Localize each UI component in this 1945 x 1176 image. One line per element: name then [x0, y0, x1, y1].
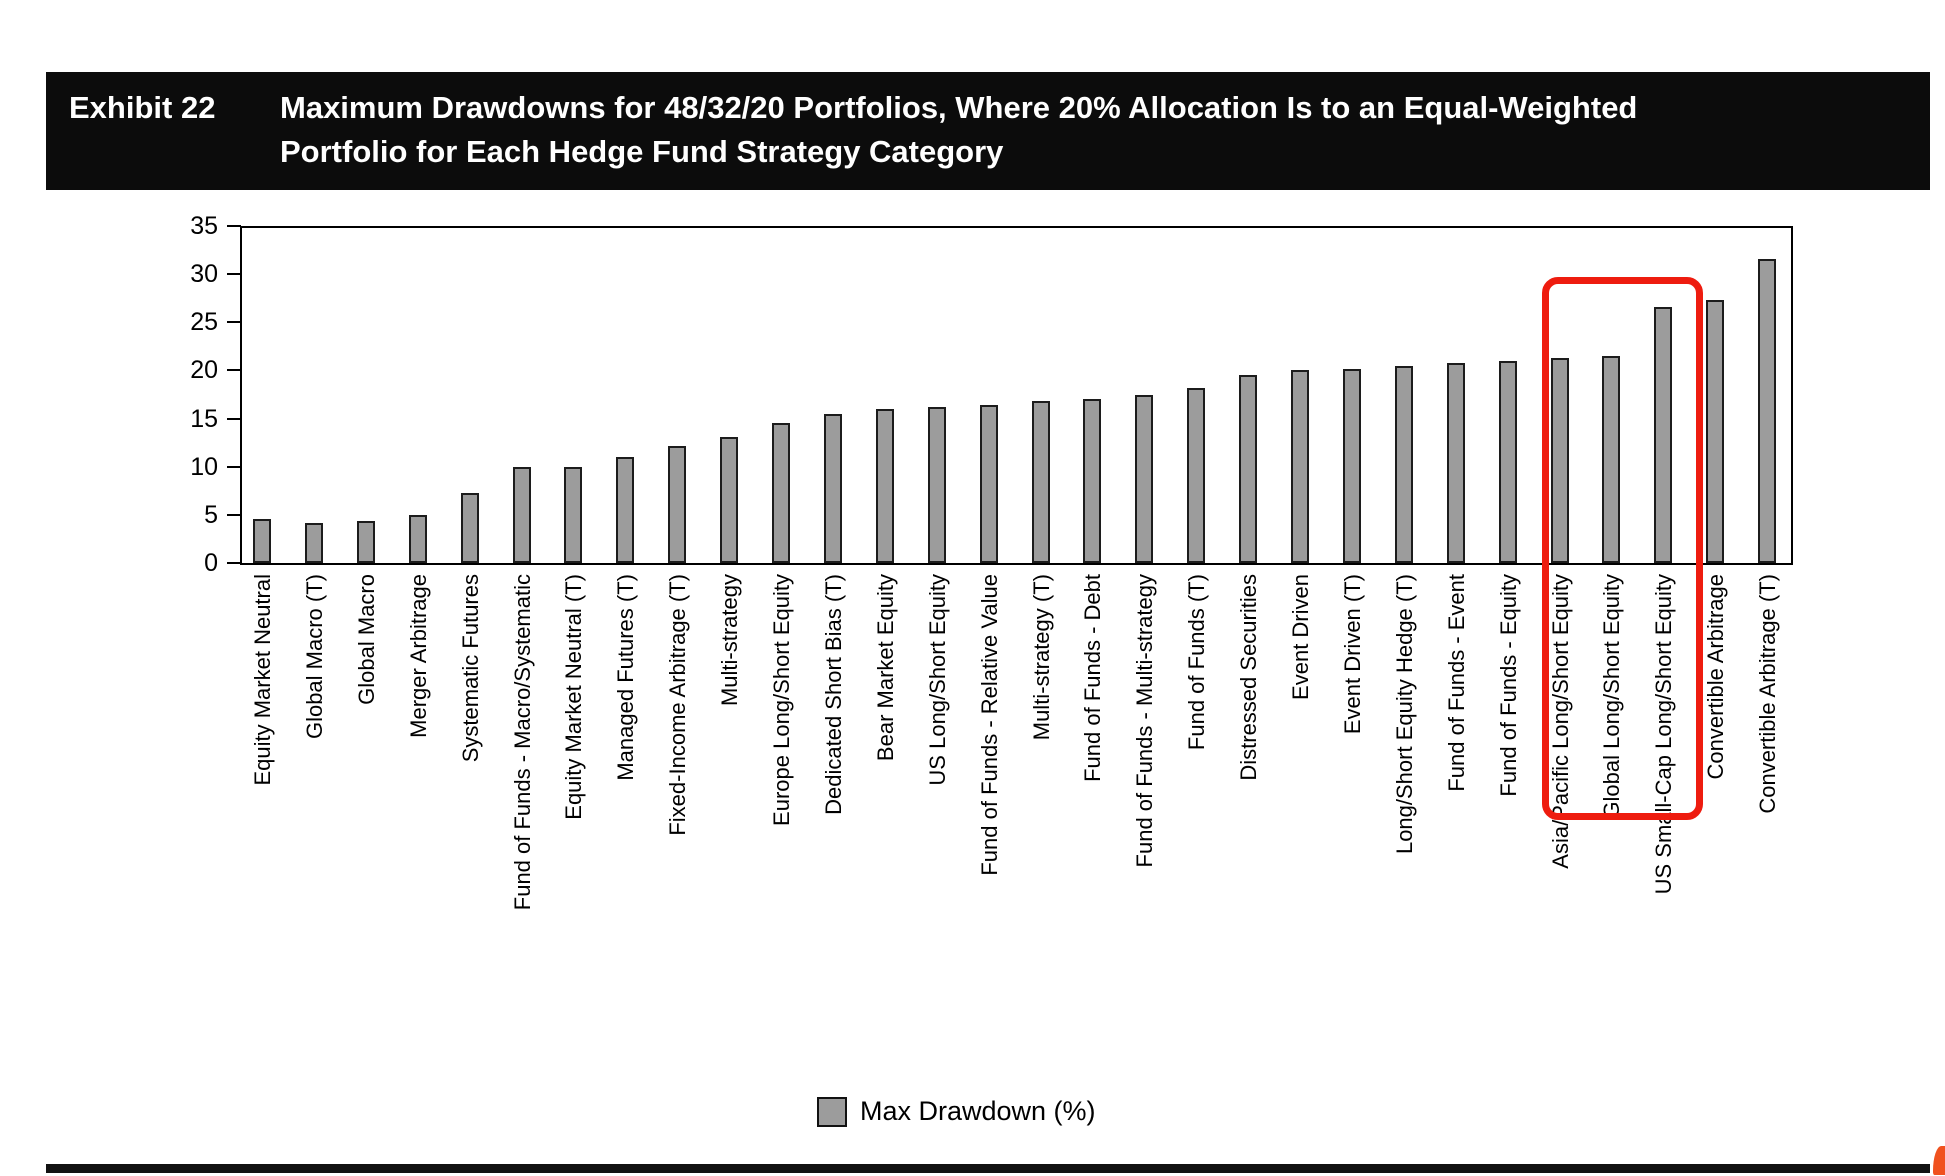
y-axis-tick-label: 15 [190, 404, 218, 433]
legend-swatch [817, 1096, 847, 1127]
x-axis-label: Dedicated Short Bias (T) [820, 574, 846, 815]
y-axis-tick-label: 35 [190, 212, 218, 240]
x-axis-label: Fund of Funds - Macro/Systematic [509, 574, 535, 911]
y-axis-tick-label: 10 [190, 452, 218, 481]
chart-bar [1550, 357, 1569, 563]
chart-bar [1446, 362, 1465, 563]
x-axis-label: Equity Market Neutral (T) [561, 574, 587, 820]
exhibit-number: Exhibit 22 [69, 90, 216, 125]
chart-bar [1498, 360, 1517, 563]
x-axis-label: Convertible Arbitrage [1703, 574, 1729, 780]
chart-bar [720, 436, 739, 563]
chart-bar [875, 408, 894, 563]
chart-bar [668, 445, 687, 563]
chart-bar [1394, 365, 1413, 563]
y-axis-tick [227, 321, 241, 324]
y-axis-tick [227, 562, 241, 564]
x-axis-label: Managed Futures (T) [613, 574, 639, 781]
x-axis-label: Event Driven [1288, 574, 1313, 700]
x-axis-label: Fund of Funds - Relative Value [976, 574, 1002, 876]
y-axis-tick-label: 5 [204, 500, 218, 529]
x-axis-label: Fixed-Income Arbitrage (T) [665, 574, 691, 836]
x-axis-label: Europe Long/Short Equity [769, 574, 794, 826]
x-axis-label: Fund of Funds - Multi-strategy [1132, 574, 1158, 868]
chart-bar [1654, 306, 1673, 563]
chart-bar [1291, 370, 1309, 563]
chart-bar [772, 423, 790, 563]
y-axis-tick-label: 0 [204, 549, 218, 577]
legend-label: Max Drawdown (%) [860, 1096, 1096, 1126]
chart-bar [1031, 401, 1050, 563]
chart-bar [253, 518, 271, 563]
chart-bar [408, 514, 427, 563]
chart-bar [616, 457, 635, 563]
chart-bar [304, 522, 323, 563]
legend: Max Drawdown (%) [817, 1096, 1096, 1127]
plot-area [240, 226, 1793, 565]
y-axis-tick [227, 417, 241, 420]
y-axis-tick [227, 273, 241, 276]
chart-bar [1239, 375, 1258, 563]
x-axis-label: Global Macro (T) [301, 574, 327, 740]
exhibit-title-line2: Portfolio for Each Hedge Fund Strategy C… [280, 134, 1004, 169]
x-axis-label: Merger Arbitrage [405, 574, 431, 738]
y-axis-tick-label: 30 [190, 260, 218, 289]
x-axis-label: Fund of Funds (T) [1184, 574, 1210, 751]
chart-bar [979, 405, 998, 563]
x-axis-label: Multi-strategy (T) [1028, 574, 1054, 741]
page-corner-mark [1933, 1146, 1945, 1175]
x-axis-label: Multi-strategy [717, 574, 743, 707]
x-axis-label: Fund of Funds - Event [1443, 574, 1469, 792]
x-axis-label: Distressed Securities [1236, 574, 1262, 781]
chart-bar [1135, 395, 1154, 563]
x-axis-label: Systematic Futures [457, 574, 483, 763]
chart-bar [927, 407, 946, 563]
x-axis-label: Fund of Funds - Equity [1495, 574, 1521, 797]
y-axis-tick [227, 513, 241, 516]
y-axis-tick-label: 20 [190, 356, 218, 385]
y-axis-tick [227, 225, 241, 227]
chart-bar [460, 492, 479, 563]
x-axis-label: Bear Market Equity [872, 574, 898, 762]
x-axis-label: Fund of Funds - Debt [1080, 574, 1106, 782]
highlight-box [1542, 277, 1703, 820]
x-axis-label: US Long/Short Equity [924, 574, 950, 786]
chart-bar [1706, 300, 1725, 563]
x-axis-label: Event Driven (T) [1339, 574, 1365, 735]
chart-bar [1187, 387, 1206, 563]
chart-bar [512, 466, 531, 563]
x-axis-label: Long/Short Equity Hedge (T) [1391, 574, 1417, 855]
chart-bar [1602, 355, 1621, 563]
x-axis-label: Equity Market Neutral [250, 574, 275, 786]
x-axis-label: Convertible Arbitrage (T) [1755, 574, 1781, 814]
exhibit-title-line1: Maximum Drawdowns for 48/32/20 Portfolio… [280, 90, 1638, 125]
chart-bar [356, 520, 375, 563]
y-axis-tick [227, 465, 241, 468]
y-axis-tick [227, 369, 241, 372]
chart-bar [1083, 399, 1102, 563]
chart-bar [564, 466, 583, 563]
chart-bar [1758, 258, 1777, 563]
x-axis-label: Global Macro [353, 574, 379, 705]
footer-rule [46, 1164, 1930, 1173]
exhibit-title-banner: Exhibit 22 Maximum Drawdowns for 48/32/2… [46, 72, 1930, 190]
chart-bar [1342, 368, 1361, 563]
y-axis-tick-label: 25 [190, 308, 218, 337]
chart-bar [823, 413, 842, 563]
